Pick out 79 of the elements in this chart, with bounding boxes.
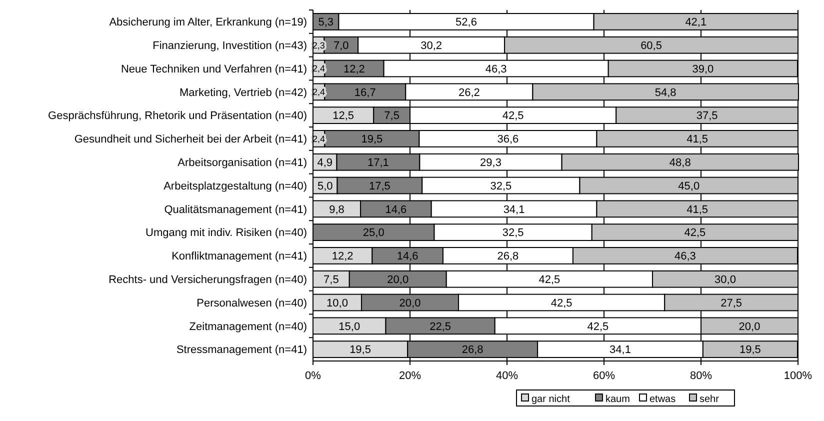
data-label: 5,0 xyxy=(317,180,333,192)
y-tick-label: Rechts- und Versicherungsfragen (n=40) xyxy=(108,274,307,286)
legend-label: gar nicht xyxy=(532,394,570,405)
x-tick-label: 20% xyxy=(398,370,422,382)
data-label: 54,8 xyxy=(654,86,676,99)
data-label: 52,6 xyxy=(456,16,477,29)
y-tick-label: Finanzierung, Investition (n=43) xyxy=(152,40,307,52)
data-label: 7,5 xyxy=(324,274,339,286)
data-label: 41,5 xyxy=(686,134,708,146)
data-label: 46,3 xyxy=(674,250,696,263)
data-label: 16,7 xyxy=(354,86,376,99)
data-label: 22,5 xyxy=(430,320,452,333)
legend-label: kaum xyxy=(606,394,630,405)
data-label: 20,0 xyxy=(399,297,421,310)
x-tick-label: 0% xyxy=(305,370,322,382)
data-label: 4,9 xyxy=(317,156,333,169)
data-label: 15,0 xyxy=(338,320,360,333)
data-label: 14,6 xyxy=(396,250,418,263)
data-label: 25,0 xyxy=(362,227,384,240)
data-label: 45,0 xyxy=(678,180,700,192)
y-tick-label: Marketing, Vertrieb (n=42) xyxy=(180,86,307,99)
data-label: 39,0 xyxy=(692,63,714,76)
data-label: 20,0 xyxy=(387,274,409,286)
legend-label: etwas xyxy=(650,394,676,405)
y-tick-label: Arbeitsorganisation (n=41) xyxy=(178,156,307,169)
data-label: 36,6 xyxy=(497,134,519,146)
y-tick-label: Konfliktmanagement (n=41) xyxy=(172,250,307,263)
data-label: 34,1 xyxy=(503,204,525,216)
data-label: 12,5 xyxy=(332,110,354,122)
data-label: 42,5 xyxy=(684,227,706,240)
data-label: 32,5 xyxy=(502,227,524,240)
data-label: 19,5 xyxy=(350,344,371,356)
data-label: 14,6 xyxy=(385,204,407,216)
data-label: 48,8 xyxy=(669,156,691,169)
data-label: 42,5 xyxy=(587,320,609,333)
data-label: 19,5 xyxy=(361,134,383,146)
data-label: 5,3 xyxy=(318,16,334,29)
y-tick-label: Neue Techniken und Verfahren (n=41) xyxy=(120,63,307,76)
data-label: 42,5 xyxy=(538,274,560,286)
data-label: 29,3 xyxy=(480,156,502,169)
data-label: 32,5 xyxy=(490,180,512,192)
data-label: 42,5 xyxy=(502,110,524,122)
y-tick-label: Stressmanagement (n=41) xyxy=(176,344,307,356)
x-tick-label: 40% xyxy=(496,370,518,382)
y-tick-label: Personalwesen (n=40) xyxy=(196,297,307,310)
x-tick-label: 100% xyxy=(784,370,812,382)
data-label: 19,5 xyxy=(740,344,761,356)
data-label: 17,5 xyxy=(368,180,390,192)
y-tick-label: Absicherung im Alter, Erkrankung (n=19) xyxy=(109,16,307,29)
data-label: 26,2 xyxy=(458,86,480,99)
y-tick-label: Umgang mit indiv. Risiken (n=40) xyxy=(146,227,307,240)
data-label: 12,2 xyxy=(344,63,365,76)
data-label: 37,5 xyxy=(696,110,718,122)
legend-label: sehr xyxy=(700,394,720,405)
data-label: 30,0 xyxy=(714,274,736,286)
y-tick-label: Gesundheit und Sicherheit bei der Arbeit (n=41) xyxy=(74,134,307,146)
data-label: 7,0 xyxy=(333,40,349,52)
data-label: 30,2 xyxy=(420,40,442,52)
data-label: 26,8 xyxy=(497,250,519,263)
data-label: 26,8 xyxy=(462,344,484,356)
data-label: 20,0 xyxy=(738,320,760,333)
data-label: 27,5 xyxy=(720,297,742,310)
data-label: 9,8 xyxy=(329,204,344,216)
data-label: 12,2 xyxy=(332,250,354,263)
data-label: 42,5 xyxy=(550,297,572,310)
data-label: 42,1 xyxy=(685,16,707,29)
y-tick-label: Qualitätsmanagement (n=41) xyxy=(164,204,307,216)
data-label: 10,0 xyxy=(326,297,348,310)
x-tick-label: 60% xyxy=(592,370,616,382)
data-label: 7,5 xyxy=(384,110,400,122)
data-label: 34,1 xyxy=(610,344,631,356)
y-tick-label: Arbeitsplatzgestaltung (n=40) xyxy=(164,180,307,192)
y-tick-label: Zeitmanagement (n=40) xyxy=(189,320,307,333)
data-label: 60,5 xyxy=(640,40,662,52)
y-tick-label: Gesprächsführung, Rhetorik und Präsentation (n=40) xyxy=(48,110,307,122)
data-label: 46,3 xyxy=(485,63,507,76)
data-label: 17,1 xyxy=(368,156,389,169)
x-tick-label: 80% xyxy=(690,370,712,382)
data-label: 41,5 xyxy=(686,204,708,216)
